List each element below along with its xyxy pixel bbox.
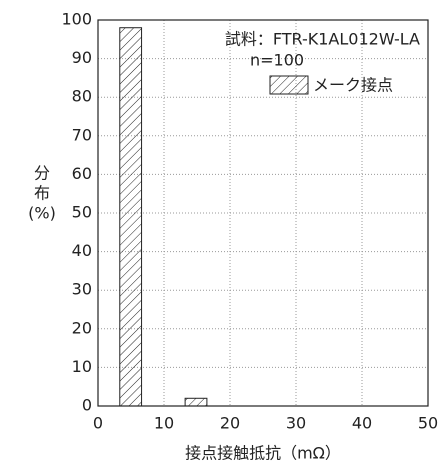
x-tick-label: 50 [418,414,438,433]
y-tick-label: 20 [72,318,92,337]
y-tick-label: 10 [72,357,92,376]
y-tick-label: 90 [72,48,92,67]
y-tick-label: 30 [72,280,92,299]
plot-frame [97,19,429,407]
y-tick-label: 70 [72,125,92,144]
y-tick-label: 40 [72,241,92,260]
x-tick-label: 30 [286,414,306,433]
y-tick-label: 80 [72,87,92,106]
annotation: n=100 [250,51,304,70]
legend-label: メーク接点 [313,76,393,95]
annotation: 試料：FTR-K1AL012W-LA [225,30,420,49]
x-tick-label: 10 [154,414,174,433]
bar [184,397,208,407]
x-tick-label: 0 [93,414,103,433]
legend-swatch [269,75,309,95]
y-axis-label: (%) [28,204,56,223]
y-tick-label: 60 [72,164,92,183]
y-axis-label: 布 [34,184,50,203]
y-tick-label: 100 [61,10,92,29]
y-tick-label: 50 [72,203,92,222]
x-tick-label: 20 [220,414,240,433]
x-tick-label: 40 [352,414,372,433]
y-axis-label: 分 [34,164,50,183]
bar [119,27,143,407]
y-tick-label: 0 [82,396,92,415]
x-axis-label: 接点接触抵抗（mΩ） [185,444,341,463]
